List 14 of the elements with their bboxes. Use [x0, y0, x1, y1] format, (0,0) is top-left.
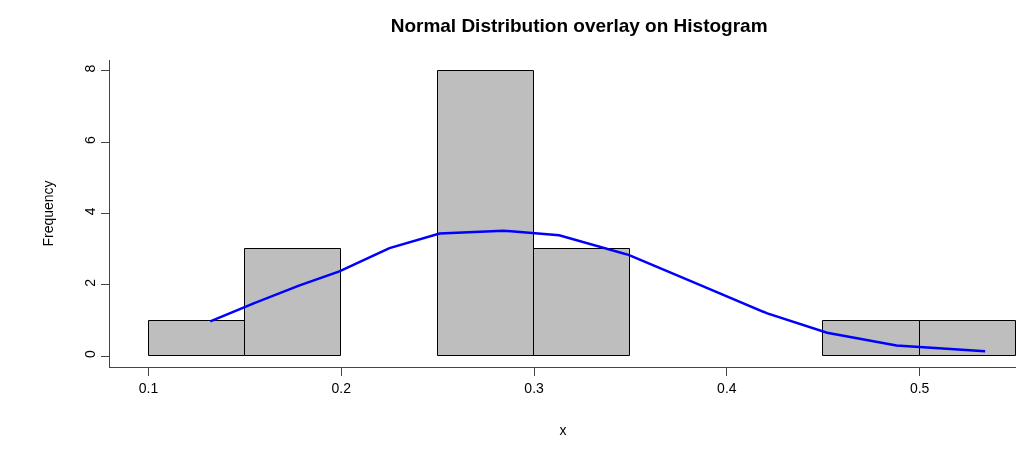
chart-title: Normal Distribution overlay on Histogram [390, 14, 768, 36]
y-tick-label: 6 [82, 135, 99, 144]
x-tick-label: 0.3 [524, 379, 545, 396]
x-tick-label: 0.2 [331, 379, 352, 396]
x-axis-title: x [559, 422, 567, 439]
x-tick-label: 0.1 [138, 379, 159, 396]
y-tick-label: 0 [82, 350, 99, 359]
x-tick-label: 0.4 [717, 379, 737, 396]
x-tick-label: 0.5 [909, 379, 930, 396]
y-axis-title: Frequency [40, 180, 56, 247]
y-tick-label: 2 [82, 278, 99, 287]
y-tick-label: 8 [82, 64, 99, 73]
y-tick-label: 4 [82, 207, 99, 216]
line-series [208, 229, 987, 353]
